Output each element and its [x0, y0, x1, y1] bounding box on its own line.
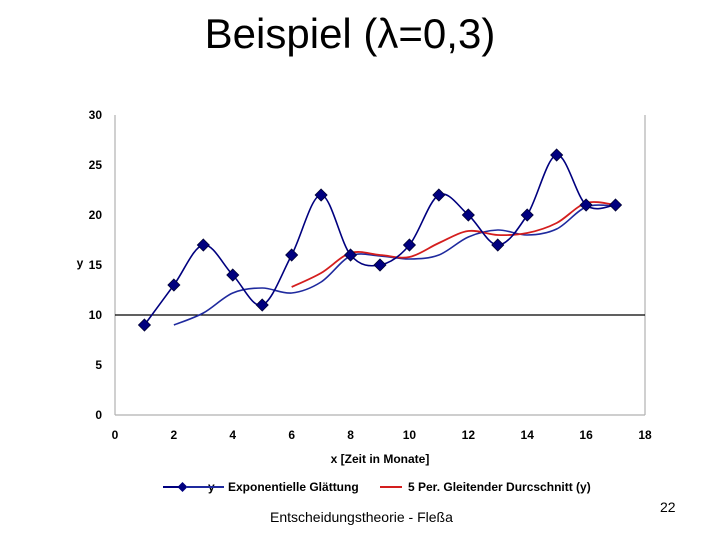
data-point-y: [285, 248, 299, 262]
y-axis-label: y: [77, 256, 84, 270]
y-axis-ticks: 0 5 10 15 20 25 30: [89, 108, 103, 422]
y-tick-label: 25: [89, 158, 103, 172]
series-layer: [137, 148, 623, 332]
y-tick-label: 30: [89, 108, 103, 122]
page-number: 22: [660, 499, 676, 515]
x-tick-label: 10: [403, 428, 417, 442]
x-tick-label: 14: [521, 428, 535, 442]
y-tick-label: 15: [89, 258, 103, 272]
x-tick-label: 2: [171, 428, 178, 442]
series-line-y: [143, 154, 616, 326]
plot-area: [114, 115, 646, 416]
data-point-y: [550, 148, 564, 162]
x-axis-label: x [Zeit in Monate]: [331, 452, 430, 466]
legend-label: Exponentielle Glättung: [228, 480, 359, 494]
x-tick-label: 0: [112, 428, 119, 442]
data-point-y: [491, 238, 505, 252]
data-point-y: [432, 188, 446, 202]
x-tick-label: 8: [347, 428, 354, 442]
data-point-y: [520, 208, 534, 222]
y-tick-label: 20: [89, 208, 103, 222]
slide-footer: Entscheidungstheorie - Fleßa: [270, 509, 453, 525]
x-tick-label: 12: [462, 428, 476, 442]
x-axis-ticks: 0 2 4 6 8 10 12 14 16 18: [112, 428, 652, 442]
data-point-y: [579, 198, 593, 212]
series-line-exponential-smoothing: [173, 204, 616, 326]
data-point-y: [373, 258, 387, 272]
data-point-y: [343, 248, 358, 262]
data-point-y: [196, 238, 210, 252]
x-tick-label: 6: [288, 428, 295, 442]
data-point-y: [255, 298, 269, 312]
x-tick-label: 16: [579, 428, 593, 442]
data-point-y: [137, 318, 152, 332]
data-point-y: [608, 198, 623, 212]
data-point-y: [167, 278, 181, 292]
x-tick-label: 4: [229, 428, 236, 442]
data-point-y: [461, 208, 475, 222]
data-point-y: [226, 268, 240, 282]
x-tick-label: 18: [638, 428, 652, 442]
data-point-y: [402, 238, 417, 252]
slide-title: Beispiel (λ=0,3): [204, 10, 496, 57]
legend-marker: [177, 482, 188, 492]
y-tick-label: 0: [95, 408, 102, 422]
y-tick-label: 10: [89, 308, 103, 322]
series-line-moving-average: [291, 201, 616, 288]
y-tick-label: 5: [95, 358, 102, 372]
legend-label: 5 Per. Gleitender Durcschnitt (y): [408, 480, 591, 494]
data-point-y: [314, 188, 328, 202]
